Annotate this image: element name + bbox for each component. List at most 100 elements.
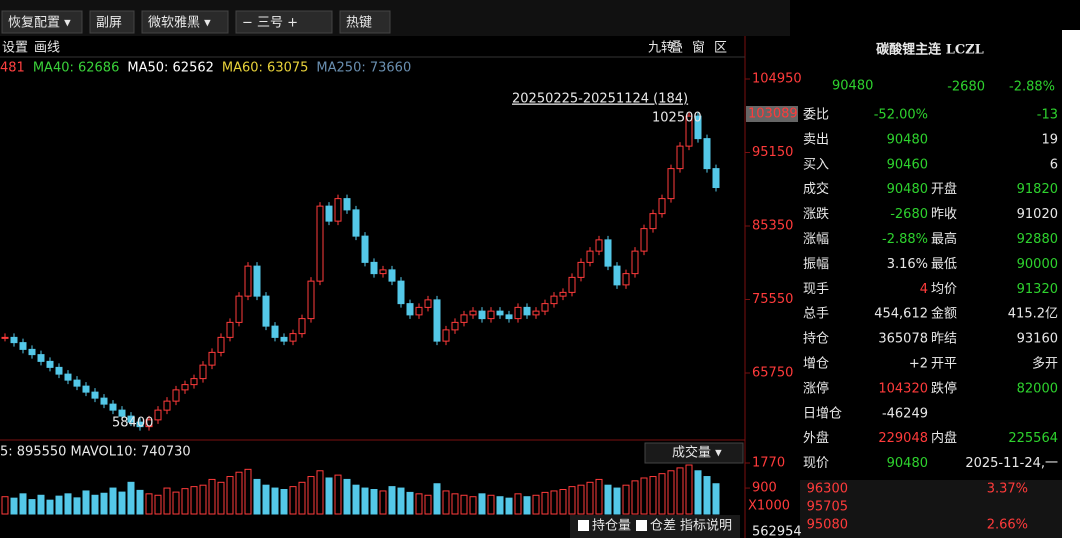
volume-tick-label: 900 (752, 481, 777, 496)
toolbar-button[interactable] (1, 10, 83, 34)
subbar-button[interactable]: 画线 (34, 41, 60, 56)
volume-bar (226, 476, 234, 515)
toolbar-button[interactable] (141, 10, 229, 34)
volume-bar (181, 488, 189, 515)
toolbar-button[interactable] (339, 10, 391, 34)
candle (388, 269, 396, 282)
quote-title: 碳酸锂主连 LCZL (876, 42, 984, 58)
quote-price: 90480 (832, 79, 873, 94)
quote-value: 6 (1050, 157, 1058, 172)
volume-bar (172, 491, 180, 515)
candle (568, 276, 576, 293)
quote-value: 90460 (887, 157, 928, 172)
volume-bar (37, 494, 45, 515)
checkbox[interactable] (578, 520, 589, 531)
volume-bottom: 562954 (752, 525, 802, 538)
candle (325, 205, 333, 222)
candle (406, 303, 414, 316)
volume-bar (334, 474, 342, 515)
volume-bar (244, 468, 252, 515)
price-tick-label: 65750 (752, 366, 793, 381)
volume-selector-label[interactable]: 成交量 ▾ (672, 445, 722, 461)
candle (271, 325, 279, 338)
candle (703, 138, 711, 170)
quote-label: 跌停 (931, 380, 957, 396)
indicator-button[interactable]: 持仓量 (592, 519, 631, 534)
toolbar-button[interactable] (89, 10, 135, 34)
volume-bar (694, 470, 702, 515)
candle (379, 269, 387, 275)
quote-value: 104320 (878, 381, 928, 396)
candle (181, 384, 189, 391)
subbar-button[interactable]: 九转 (648, 41, 674, 56)
volume-bar (91, 494, 99, 515)
indicator-button[interactable]: 仓差 (650, 519, 676, 534)
volume-bar (586, 481, 594, 515)
volume-bar (406, 491, 414, 515)
toolbar-label[interactable]: 恢复配置 ▾ (8, 16, 71, 31)
toolbar-label[interactable]: 微软雅黑 ▾ (148, 16, 211, 31)
candle (64, 373, 72, 381)
quote-label: 涨幅 (803, 232, 829, 247)
button-bar (570, 515, 740, 538)
volume-bar (118, 491, 126, 515)
candle (586, 250, 594, 263)
subbar-button[interactable]: 设置 (2, 41, 28, 56)
candle (100, 397, 108, 405)
volume-bar (109, 487, 117, 515)
quote-label: 昨收 (931, 207, 957, 222)
candle (343, 198, 351, 211)
price-tick-label: 104950 (752, 72, 802, 87)
quote-value: 多开 (1032, 356, 1058, 372)
volume-bar (343, 478, 351, 515)
volume-bar (550, 490, 558, 515)
candle (577, 261, 585, 278)
toolbar-button[interactable] (235, 10, 333, 34)
volume-bar (163, 487, 171, 515)
toolbar-label[interactable]: − 三号 + (242, 16, 298, 31)
volume-bar (199, 484, 207, 515)
candle (10, 336, 18, 344)
quote-label: 开盘 (931, 181, 957, 197)
volume-bar (325, 477, 333, 515)
quote-pct: -2.88% (1009, 80, 1055, 95)
candle (676, 145, 684, 170)
candle (235, 295, 243, 323)
candle (316, 205, 324, 282)
quote-value: +2 (909, 357, 928, 372)
candle (442, 329, 450, 342)
volume-bar (631, 480, 639, 515)
subbar-button[interactable]: 叠 (670, 41, 683, 56)
candle (613, 265, 621, 286)
candle (73, 379, 81, 387)
indicator-button[interactable]: 指标说明 (680, 519, 732, 534)
toolbar-label[interactable]: 副屏 (96, 16, 122, 31)
volume-bar (379, 490, 387, 515)
candle (694, 115, 702, 140)
candle (370, 261, 378, 275)
quote-value: 19 (1041, 132, 1058, 147)
candle (55, 366, 63, 375)
subbar-button[interactable]: 区 (714, 41, 727, 56)
checkbox[interactable] (636, 520, 647, 531)
volume-bar (415, 493, 423, 515)
price-tick-label: 75550 (752, 292, 793, 307)
volume-bar (622, 484, 630, 515)
candle (172, 389, 180, 402)
volume-bar (568, 486, 576, 515)
ma-legend: MA60: 63075 (222, 61, 309, 76)
volume-bar (217, 481, 225, 515)
quote-label: 卖出 (803, 132, 829, 147)
volume-bar (307, 476, 315, 515)
range-annotation: 20250225-20251124 (184) (512, 92, 688, 107)
subbar-button[interactable]: 窗 (692, 40, 705, 56)
candle (424, 299, 432, 308)
candle (163, 400, 171, 411)
toolbar-label[interactable]: 热键 (346, 16, 372, 31)
quote-value: -2680 (890, 207, 928, 222)
volume-bar (280, 489, 288, 515)
quote-label: 开平 (931, 357, 957, 372)
volume-selector[interactable] (644, 442, 744, 464)
candle (433, 299, 441, 342)
tick-list-bg (800, 480, 1062, 538)
